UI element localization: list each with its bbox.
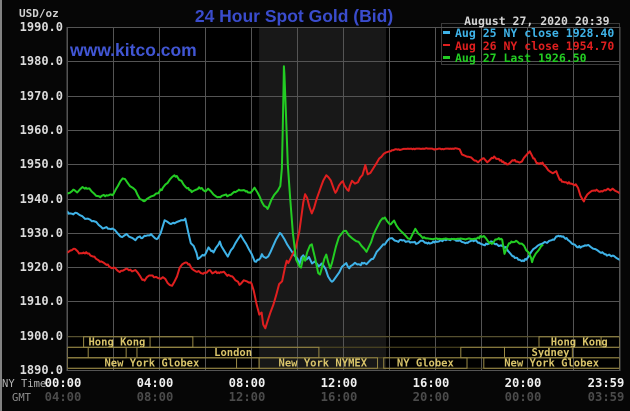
page-title: 24 Hour Spot Gold (Bid) — [194, 6, 394, 26]
x-tick-label-ny: 00:00 — [44, 376, 82, 390]
x-tick-label-gmt: 03:59 — [587, 390, 625, 404]
legend-row-aug25: Aug 25 NY close 1928.40 — [443, 27, 614, 40]
legend-dash-icon — [443, 31, 450, 34]
x-tick-label-ny: 16:00 — [412, 376, 450, 390]
x-tick-label-gmt: 20:00 — [412, 390, 450, 404]
session-label: Hong Kong — [551, 337, 608, 349]
session-box-ny-globex — [383, 357, 468, 369]
x-tick-label-gmt: 04:00 — [44, 390, 82, 404]
legend-dash-icon — [443, 43, 450, 47]
y-tick-label: 1970.0 — [19, 88, 63, 103]
x-tick-label-gmt: 12:00 — [228, 390, 266, 404]
y-tick-label: 1980.0 — [19, 54, 63, 69]
x-tick-label-ny: 12:00 — [320, 376, 358, 390]
session-label: Hong Kong — [88, 337, 145, 349]
series-line-2 — [66, 65, 544, 276]
plot-border — [66, 27, 621, 371]
x-tick-label-ny: 20:00 — [504, 376, 542, 390]
legend-row-aug27: Aug 27 Last 1926.50 — [443, 52, 614, 65]
y-tick-label: 1910.0 — [19, 294, 63, 309]
ny-time-row-label: NY Time — [2, 378, 47, 390]
kitco-watermark: www.kitco.com — [70, 40, 197, 60]
gmt-row-label: GMT — [12, 391, 31, 404]
legend-dash-icon — [443, 56, 450, 59]
x-tick-label-ny: 23:59 — [587, 376, 625, 390]
legend-row-aug26: Aug 26 NY close 1954.70 — [443, 38, 615, 53]
x-tick-label-ny: 08:00 — [228, 376, 266, 390]
series-line-0 — [66, 210, 621, 283]
x-tick-label-gmt: 16:00 — [320, 390, 358, 404]
y-tick-label: 1960.0 — [19, 122, 63, 137]
x-tick-label-gmt: 08:00 — [136, 390, 174, 404]
session-label: NY Globex — [397, 358, 455, 370]
y-tick-label: 1900.0 — [19, 328, 63, 343]
legend: Aug 25 NY close 1928.40 Aug 26 NY close … — [443, 27, 614, 65]
session-label: New York NYMEX — [279, 358, 368, 370]
y-axis-unit-label: USD/oz — [19, 7, 59, 20]
legend-label: Aug 25 NY close 1928.40 — [455, 26, 615, 40]
y-tick-label: 1950.0 — [19, 157, 63, 172]
y-tick-label: 1940.0 — [19, 191, 63, 206]
legend-label: Aug 26 NY close 1954.70 — [455, 38, 615, 53]
session-label: New York Globex — [104, 358, 200, 370]
y-tick-label: 1920.0 — [19, 260, 63, 275]
image-left-border — [0, 0, 2, 411]
x-tick-label-ny: 04:00 — [136, 376, 174, 390]
session-label: London — [214, 347, 252, 359]
y-tick-label: 1930.0 — [19, 225, 63, 240]
x-tick-label-gmt: 00:00 — [504, 390, 542, 404]
legend-label: Aug 27 Last 1926.50 — [455, 51, 587, 65]
series-line-1 — [66, 147, 621, 330]
gridlines — [67, 27, 620, 371]
y-tick-label: 1890.0 — [19, 363, 63, 377]
y-tick-label: 1990.0 — [19, 20, 63, 34]
chart-datetime: August 27, 2020 20:39 — [464, 14, 610, 28]
session-label: New York Globex — [504, 358, 600, 370]
session-box-new-york-nymex — [258, 357, 379, 369]
session-label: Sydney — [532, 347, 571, 359]
